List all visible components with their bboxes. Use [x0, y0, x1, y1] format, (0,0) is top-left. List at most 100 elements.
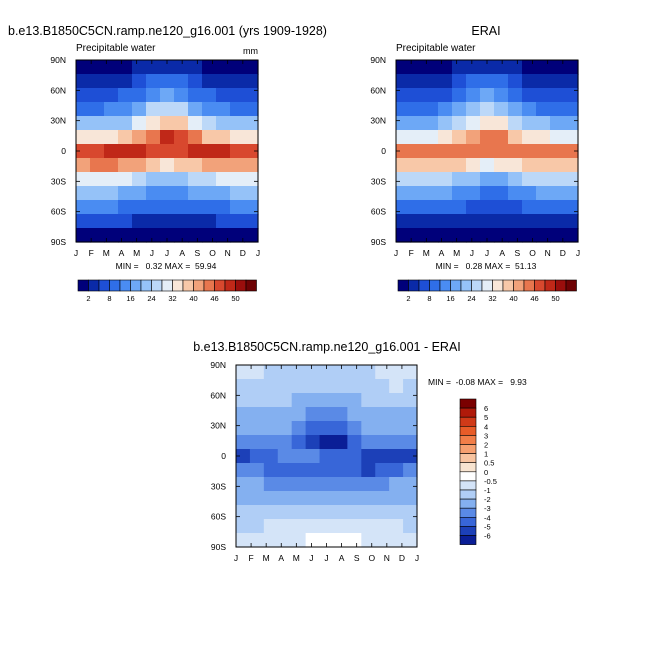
heatmap-cell [333, 463, 348, 478]
heatmap-cell [263, 365, 279, 380]
colorbar-label: -4 [484, 513, 491, 522]
heatmap-cell [466, 158, 481, 173]
heatmap-cell [90, 200, 105, 215]
heatmap-cell [146, 172, 161, 187]
heatmap-cell [216, 130, 231, 145]
heatmap-cell [389, 393, 404, 408]
heatmap-cell [396, 214, 411, 229]
heatmap-cell [291, 519, 307, 534]
heatmap-cell [146, 102, 161, 117]
heatmap-cell [403, 463, 418, 478]
heatmap-cell [480, 144, 495, 159]
heatmap-cell [76, 88, 91, 103]
colorbar-box [502, 279, 514, 292]
x-tick-label: A [499, 248, 505, 258]
heatmap-cell [494, 158, 509, 173]
y-tick-label: 30S [371, 176, 386, 186]
heatmap-cell [174, 172, 189, 187]
heatmap-cell [118, 158, 133, 173]
colorbar-box [459, 416, 477, 427]
heatmap-cell [466, 172, 481, 187]
heatmap-cell [216, 102, 231, 117]
y-tick-label: 60S [51, 207, 66, 217]
heatmap-cell [410, 130, 425, 145]
heatmap-cell [305, 505, 321, 520]
heatmap-cell [249, 365, 265, 380]
heatmap-cell [174, 228, 189, 243]
heatmap-cell [361, 393, 376, 408]
heatmap-cell [347, 491, 362, 506]
x-tick-label: M [423, 248, 430, 258]
heatmap-cell [174, 74, 189, 89]
heatmap-cell [249, 463, 265, 478]
heatmap-cell [160, 102, 175, 117]
heatmap-cell [188, 60, 203, 75]
heatmap-cell [277, 463, 293, 478]
heatmap-cell [202, 102, 217, 117]
heatmap-cell [375, 421, 390, 436]
heatmap-cell [263, 477, 279, 492]
heatmap-cell [76, 158, 91, 173]
x-tick-label: O [209, 248, 216, 258]
heatmap-cell [403, 505, 418, 520]
heatmap-cell [118, 102, 133, 117]
heatmap-cell [494, 74, 509, 89]
heatmap-cell [452, 116, 467, 131]
heatmap-cell [118, 186, 133, 201]
x-tick-label: M [103, 248, 110, 258]
heatmap-cell [438, 186, 453, 201]
heatmap-cell [104, 74, 119, 89]
heatmap-cell [174, 130, 189, 145]
heatmap-cell [452, 130, 467, 145]
heatmap-cell [564, 214, 579, 229]
heatmap-cell [305, 463, 321, 478]
heatmap-cell [230, 186, 245, 201]
heatmap-cell [564, 88, 579, 103]
heatmap-cell [216, 200, 231, 215]
heatmap-cell [202, 228, 217, 243]
heatmap-cell [236, 379, 251, 394]
heatmap-cell [277, 477, 293, 492]
colorbar-label: 40 [509, 294, 517, 303]
heatmap-cell [333, 365, 348, 380]
x-tick-label: J [165, 248, 169, 258]
heatmap-cell [410, 172, 425, 187]
y-tick-label: 0 [381, 146, 386, 156]
heatmap-cell [263, 519, 279, 534]
heatmap-cell [305, 449, 321, 464]
heatmap-cell [396, 172, 411, 187]
heatmap-cell [389, 463, 404, 478]
heatmap-cell [438, 88, 453, 103]
x-tick-label: J [309, 553, 313, 563]
heatmap-cell [375, 533, 390, 548]
heatmap-cell [236, 421, 251, 436]
heatmap-cell [277, 421, 293, 436]
heatmap-cell [90, 228, 105, 243]
heatmap-cell [333, 449, 348, 464]
heatmap-cell [76, 74, 91, 89]
y-tick-label: 60S [211, 512, 226, 522]
colorbar-label: -6 [484, 532, 491, 541]
heatmap-cell [347, 477, 362, 492]
heatmap-cell [361, 491, 376, 506]
heatmap-cell [466, 60, 481, 75]
heatmap-cell [564, 102, 579, 117]
colorbar-label: 8 [107, 294, 111, 303]
heatmap-cell [550, 74, 565, 89]
panel-difference: b.e13.B1850C5CN.ramp.ne120_g16.001 - ERA… [193, 340, 527, 563]
heatmap-cell [90, 214, 105, 229]
heatmap-cell [291, 393, 307, 408]
heatmap-cell [244, 102, 259, 117]
heatmap-cell [438, 144, 453, 159]
heatmap-cell [361, 407, 376, 422]
colorbar-label: 16 [446, 294, 454, 303]
x-tick-label: J [256, 248, 260, 258]
heatmap-cell [564, 74, 579, 89]
colorbar-model: 2 8 16 24 32 40 46 50 [77, 279, 257, 303]
colorbar-erai: 2 8 16 24 32 40 46 50 [397, 279, 577, 303]
heatmap-cell [90, 130, 105, 145]
heatmap-cell [480, 186, 495, 201]
heatmap-cell [347, 407, 362, 422]
heatmap-cell [244, 186, 259, 201]
y-tick-label: 90N [370, 55, 386, 65]
